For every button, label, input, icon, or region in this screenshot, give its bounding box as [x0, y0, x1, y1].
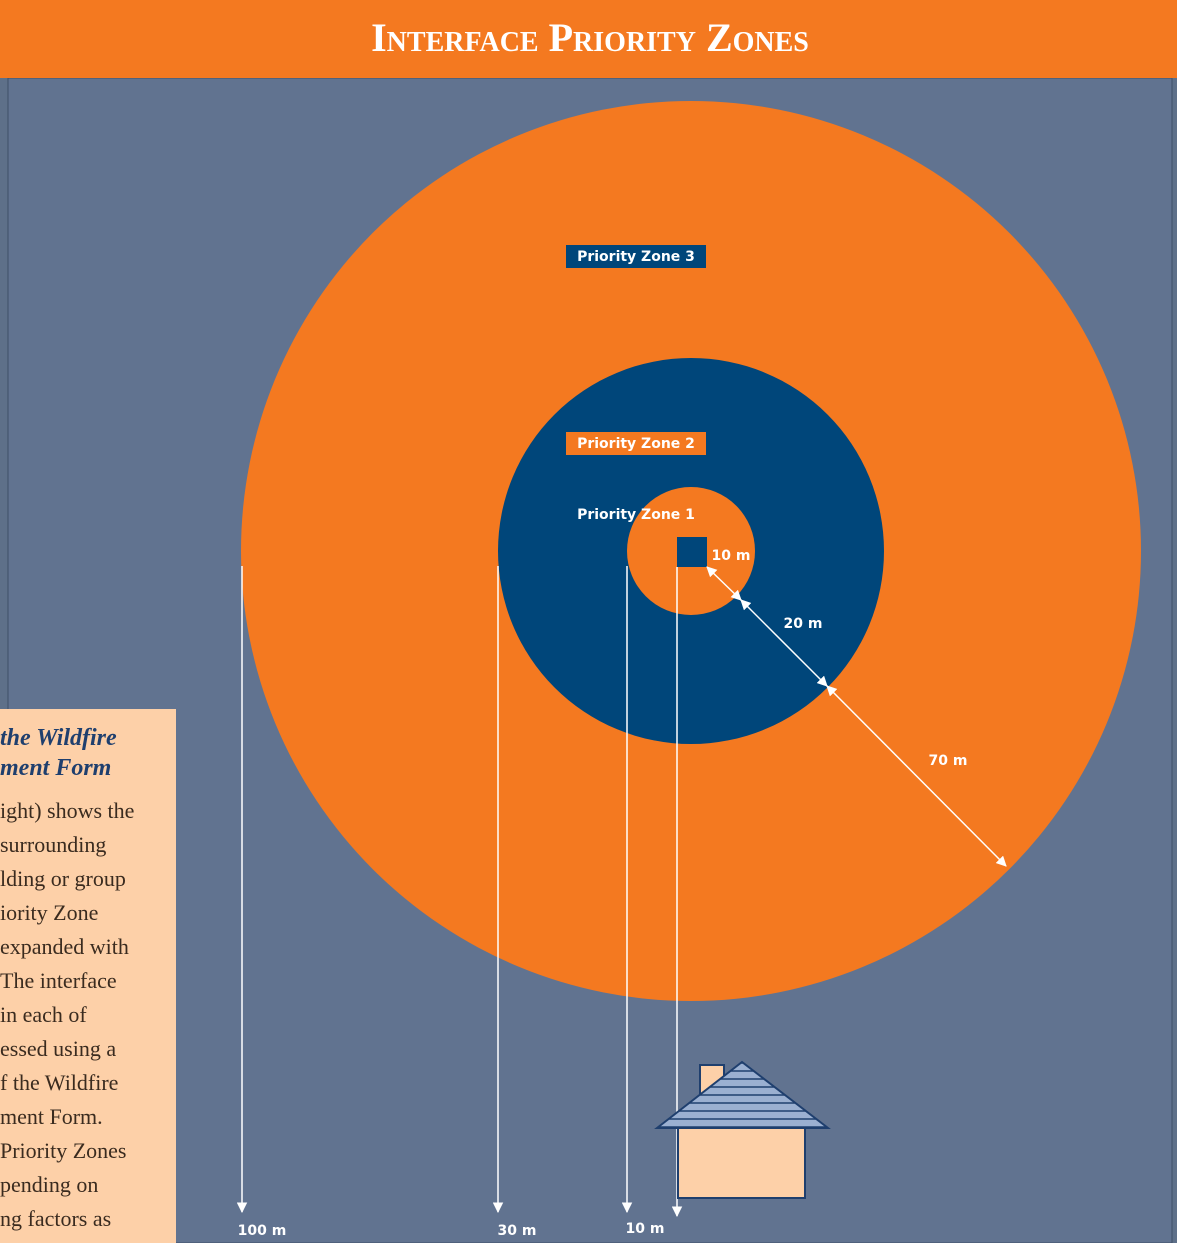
zone-1-label: Priority Zone 1 [577, 507, 695, 523]
sidebar-text: iority Zone [0, 900, 98, 925]
sidebar-text: ng factors as [0, 1206, 111, 1231]
building-marker [677, 537, 707, 567]
arrow [826, 685, 1007, 867]
house-body [677, 1122, 806, 1199]
sidebar-text: in each of [0, 1002, 87, 1027]
sidebar-text: Priority Zones [0, 1138, 127, 1163]
axis-label: 100 m [238, 1223, 287, 1239]
sidebar-heading: the Wildfire [0, 725, 117, 751]
axis-label: 10 m [626, 1221, 665, 1237]
zone-2-label: Priority Zone 2 [577, 436, 695, 452]
sidebar-text: surrounding [0, 832, 106, 857]
zone-3-label: Priority Zone 3 [577, 249, 695, 265]
zone-3-label-bg [566, 245, 706, 268]
sidebar-text: ment Form. [0, 1104, 103, 1129]
sidebar-heading: ment Form [0, 755, 111, 781]
sidebar-text: f the Wildfire [0, 1070, 118, 1095]
header-title: Interface Priority Zones [371, 15, 809, 60]
sidebar-text: pending on [0, 1172, 98, 1197]
axis-label: 30 m [498, 1223, 537, 1239]
sidebar-bg [0, 709, 176, 1243]
arrow [740, 599, 828, 687]
arrow [706, 566, 742, 601]
sidebar-text: essed using a [0, 1036, 116, 1061]
house [654, 1060, 831, 1199]
sidebar-text: ight) shows the [0, 798, 134, 823]
distance-arrows [236, 566, 1007, 1218]
distance-label: 10 m [712, 548, 751, 564]
sidebar-text: The interface [0, 968, 117, 993]
header-bar [0, 0, 1177, 78]
sidebar-text: lding or group [0, 866, 126, 891]
roof [654, 1060, 831, 1129]
distance-label: 20 m [784, 616, 823, 632]
distance-label: 70 m [929, 753, 968, 769]
zone-2-label-bg [566, 432, 706, 455]
sidebar: the Wildfire ment Form ight) shows the surr… [0, 709, 176, 1243]
sidebar-text: expanded with [0, 934, 129, 959]
